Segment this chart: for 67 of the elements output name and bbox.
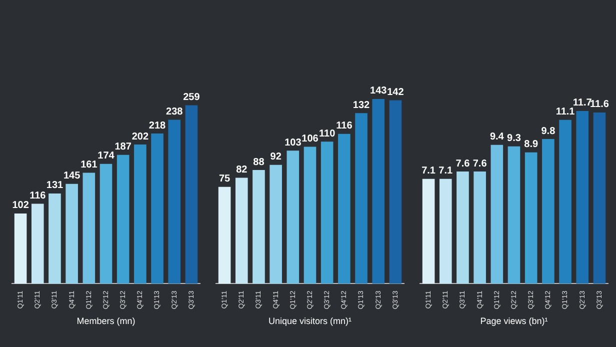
bar [100, 164, 112, 284]
bar [151, 134, 164, 284]
data-label: 161 [80, 160, 98, 171]
bar [82, 172, 96, 284]
bar [320, 142, 334, 284]
data-label: 174 [98, 150, 115, 162]
data-label: 75 [218, 174, 231, 185]
bar [286, 150, 300, 284]
bar [31, 204, 44, 284]
bar [14, 213, 27, 284]
data-label: 110 [319, 128, 336, 140]
bar [66, 184, 78, 284]
bar [235, 178, 248, 284]
bar [355, 113, 368, 284]
bar [559, 120, 572, 284]
bar [524, 152, 538, 284]
data-label: 116 [30, 190, 46, 202]
data-label: 103 [284, 137, 302, 148]
bar [593, 112, 606, 284]
bar [576, 110, 589, 284]
data-label: 7.6 [472, 158, 488, 170]
data-label: 7.6 [456, 158, 470, 170]
bar [490, 144, 504, 284]
bar [168, 120, 181, 284]
data-label: 82 [236, 164, 248, 176]
data-label: 132 [352, 100, 370, 111]
data-label: 131 [46, 180, 64, 192]
data-label: 106 [302, 134, 319, 145]
data-label: 7.1 [438, 166, 454, 177]
bar [389, 100, 402, 284]
bar [542, 139, 554, 284]
bar [456, 172, 469, 284]
x-axis-title: Unique visitors (mn)¹ [268, 316, 352, 326]
data-label: 9.3 [507, 133, 522, 144]
bar [508, 146, 520, 284]
bar [304, 146, 316, 284]
x-axis-title: Page views (bn)¹ [480, 316, 548, 326]
bar [270, 164, 282, 284]
data-label: 8.9 [524, 139, 538, 150]
bar [218, 186, 231, 284]
data-label: 102 [12, 200, 30, 212]
x-axis-title: Members (mn) [76, 316, 136, 326]
data-label: 187 [114, 142, 132, 153]
data-label: 7.1 [422, 166, 436, 177]
data-label: 11.1 [556, 106, 576, 118]
bar [134, 144, 146, 284]
bar [372, 98, 385, 284]
bar [116, 154, 130, 284]
data-label: 92 [270, 152, 282, 163]
data-label: 202 [132, 131, 149, 142]
bar [439, 178, 452, 284]
bar [422, 178, 435, 284]
data-label: 9.4 [490, 132, 504, 143]
data-label: 143 [370, 86, 388, 97]
data-label: 142 [387, 87, 404, 98]
data-label: 218 [148, 120, 166, 132]
bar [185, 105, 198, 284]
data-label: 145 [63, 170, 81, 182]
data-label: 116 [336, 120, 353, 132]
data-label: 88 [253, 156, 265, 168]
bar [338, 134, 350, 284]
data-label: 9.8 [541, 126, 556, 137]
data-label: 238 [166, 106, 184, 118]
bar [474, 172, 486, 284]
bar [252, 170, 265, 284]
bar [48, 193, 61, 284]
data-label: 259 [183, 92, 200, 104]
